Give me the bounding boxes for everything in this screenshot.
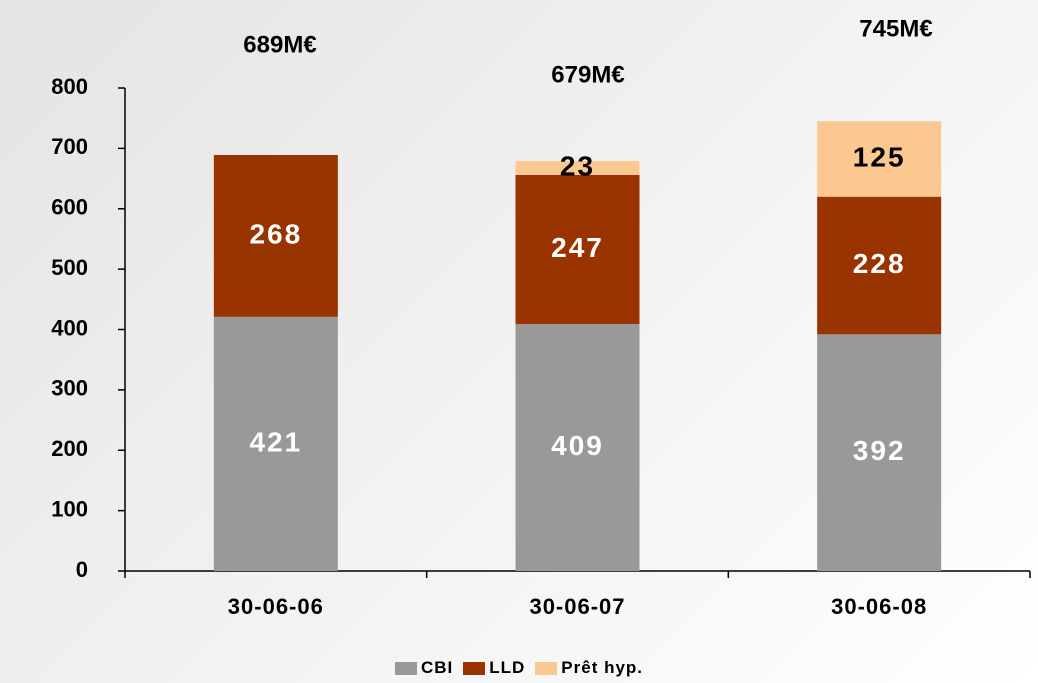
- y-tick-label: 600: [51, 195, 88, 220]
- legend: CBI LLD Prêt hyp.: [0, 658, 1038, 678]
- y-tick-label: 500: [51, 255, 88, 280]
- legend-item: CBI: [394, 658, 454, 678]
- value-label: 228: [853, 248, 906, 279]
- y-tick-label: 200: [51, 436, 88, 461]
- value-label: 392: [853, 435, 906, 466]
- bar-segment: [213, 155, 338, 317]
- total-label: 745M€: [859, 15, 932, 42]
- total-label: 679M€: [551, 61, 624, 88]
- legend-item: LLD: [463, 658, 525, 678]
- value-label: 125: [853, 141, 906, 172]
- bar-segment: [213, 316, 338, 571]
- value-label: 409: [551, 430, 604, 461]
- x-tick-label: 30-06-08: [831, 594, 927, 619]
- y-tick-label: 100: [51, 496, 88, 521]
- value-label: 268: [249, 218, 302, 249]
- y-tick-label: 0: [76, 557, 88, 582]
- value-label: 247: [551, 232, 604, 263]
- x-tick-label: 30-06-06: [228, 594, 324, 619]
- bar-segment: [515, 324, 640, 571]
- y-tick-label: 800: [51, 74, 88, 99]
- legend-swatch: [535, 661, 558, 675]
- y-tick-label: 400: [51, 315, 88, 340]
- bar-segment: [817, 121, 942, 197]
- bar-segment: [515, 161, 640, 175]
- legend-swatch: [463, 661, 486, 675]
- bar-segment: [817, 196, 942, 335]
- y-tick-label: 700: [51, 134, 88, 159]
- legend-label: LLD: [489, 658, 526, 677]
- value-label: 421: [249, 426, 302, 457]
- x-tick-label: 30-06-07: [529, 594, 625, 619]
- value-label: 23: [560, 150, 595, 181]
- legend-item: Prêt hyp.: [535, 658, 643, 678]
- legend-swatch: [394, 661, 417, 675]
- total-label: 689M€: [243, 31, 316, 58]
- bar-segment: [515, 174, 640, 325]
- y-tick-label: 300: [51, 376, 88, 401]
- legend-label: Prêt hyp.: [561, 658, 644, 677]
- bar-segment: [817, 334, 942, 571]
- legend-label: CBI: [420, 658, 454, 677]
